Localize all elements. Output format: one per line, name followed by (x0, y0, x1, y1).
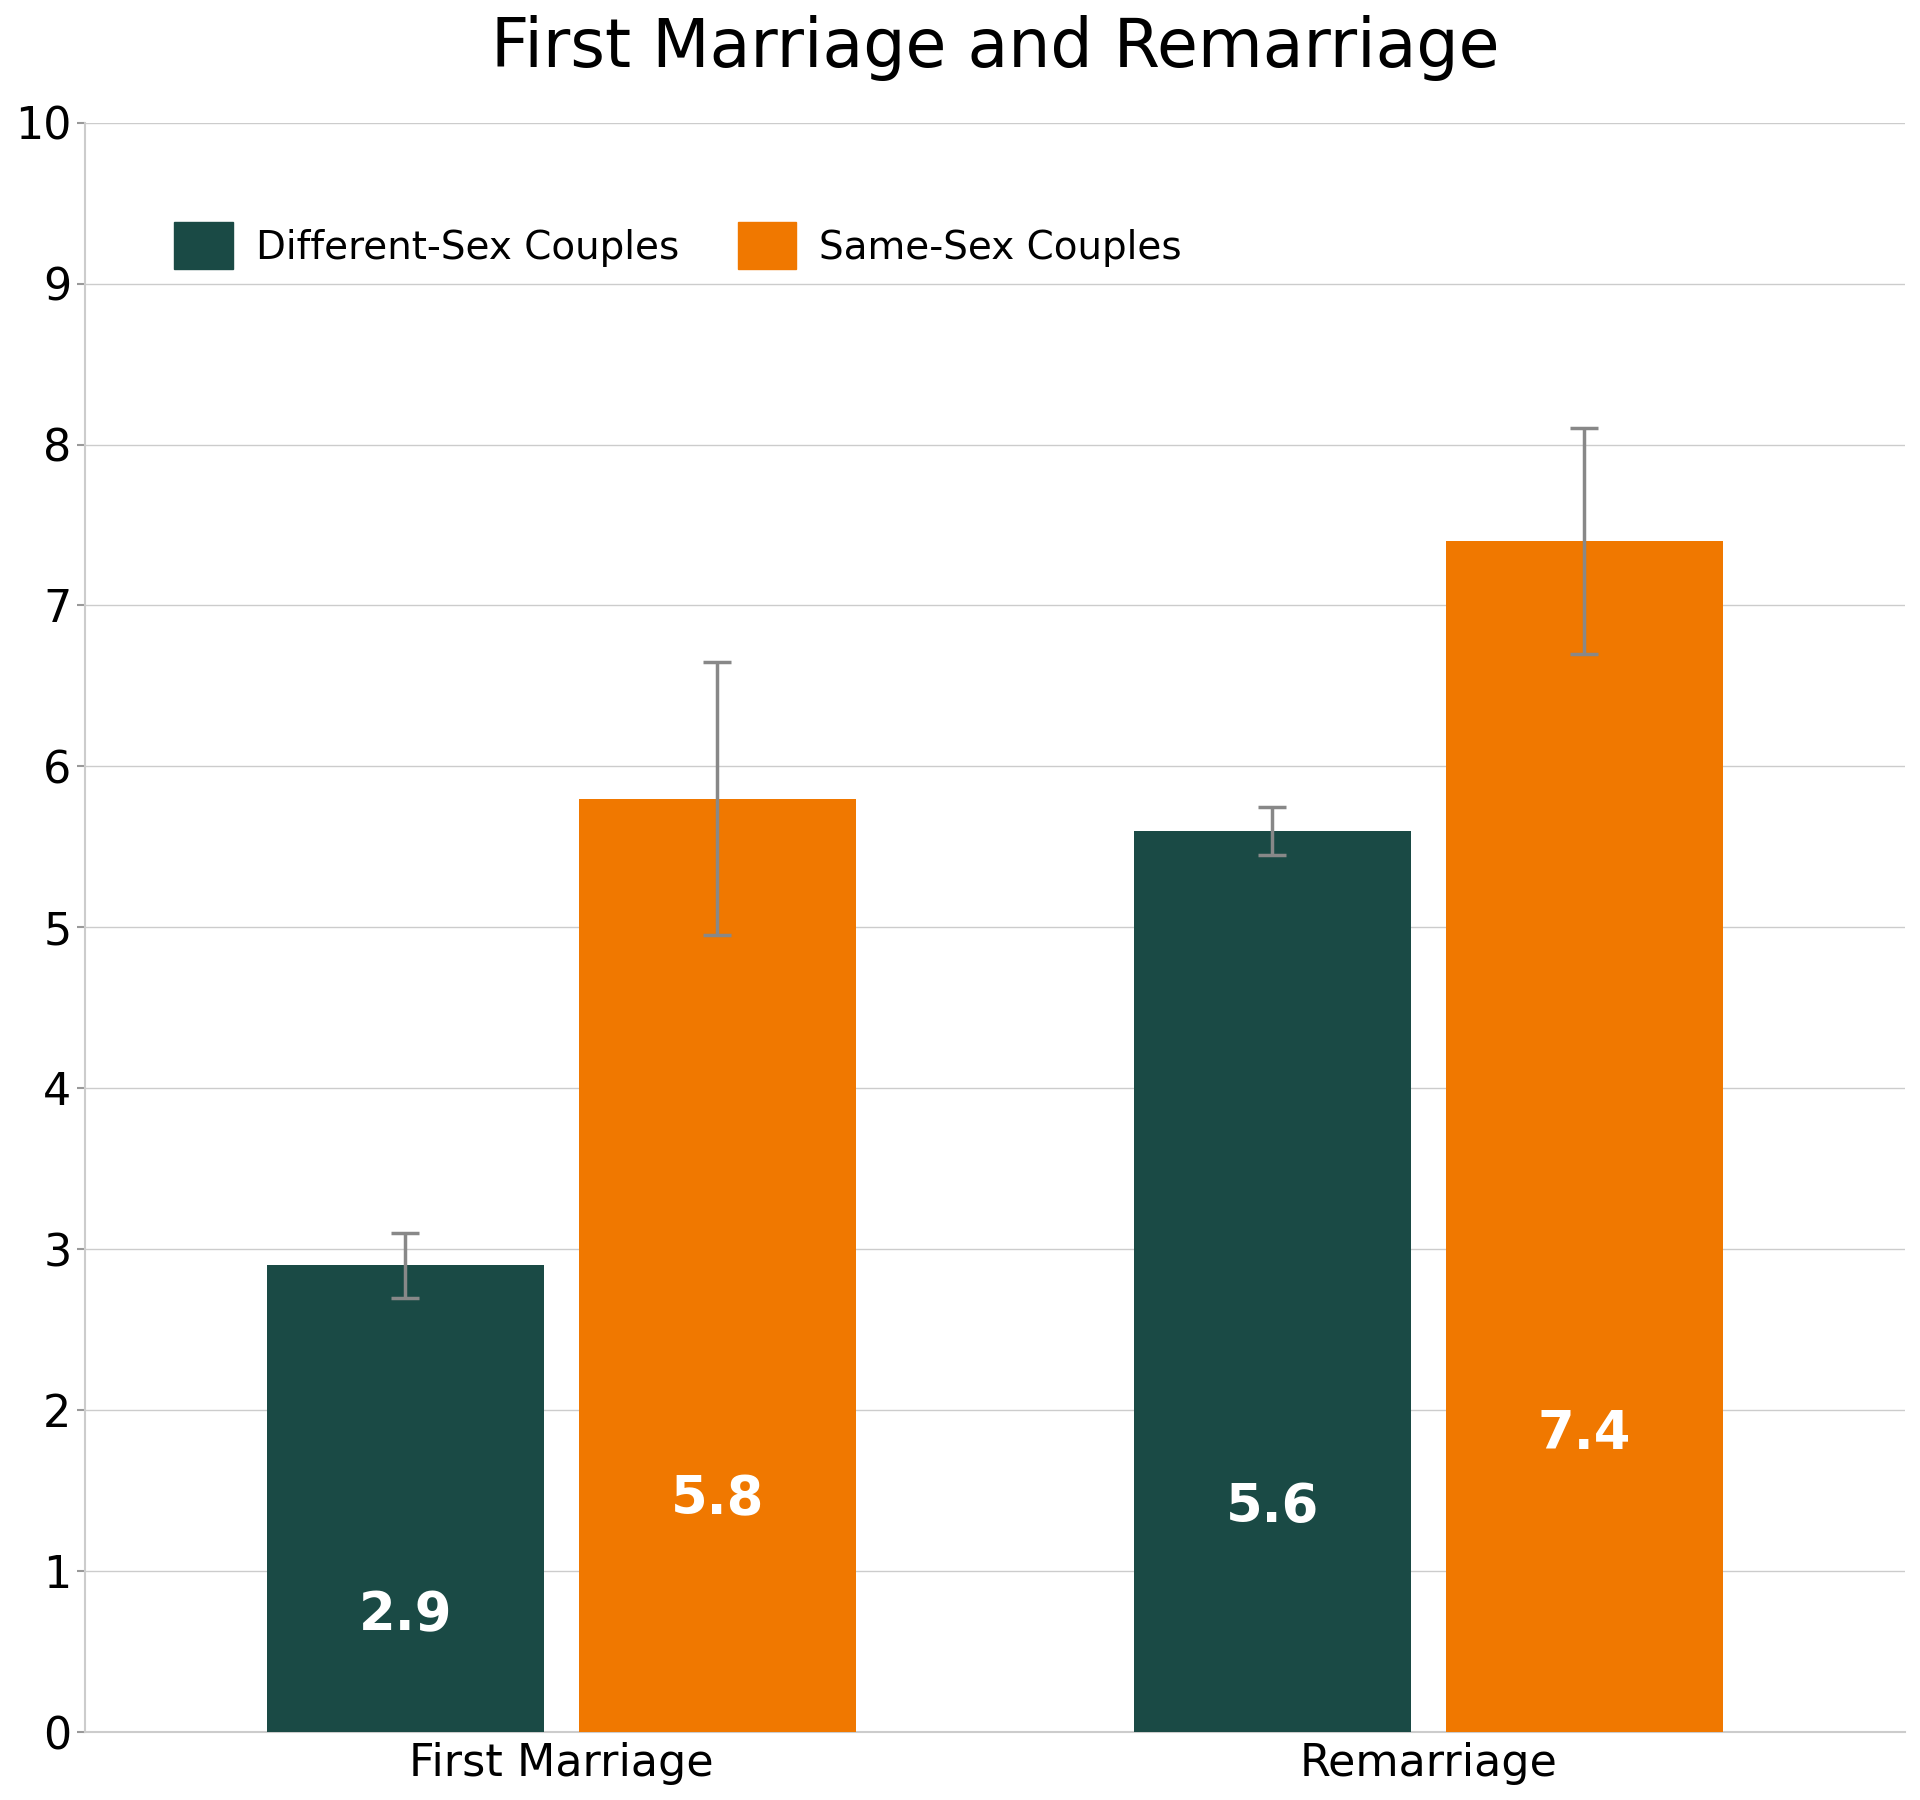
Bar (1446, 542, 1722, 1732)
Bar (1133, 832, 1411, 1732)
Title: First Marriage and Remarriage: First Marriage and Remarriage (492, 14, 1500, 81)
Text: 5.8: 5.8 (670, 1472, 764, 1525)
Bar (578, 799, 856, 1732)
Text: 7.4: 7.4 (1538, 1408, 1630, 1460)
Text: 2.9: 2.9 (359, 1589, 453, 1642)
Bar (267, 1265, 543, 1732)
Legend: Different-Sex Couples, Same-Sex Couples: Different-Sex Couples, Same-Sex Couples (159, 207, 1198, 284)
Text: 5.6: 5.6 (1225, 1481, 1319, 1534)
